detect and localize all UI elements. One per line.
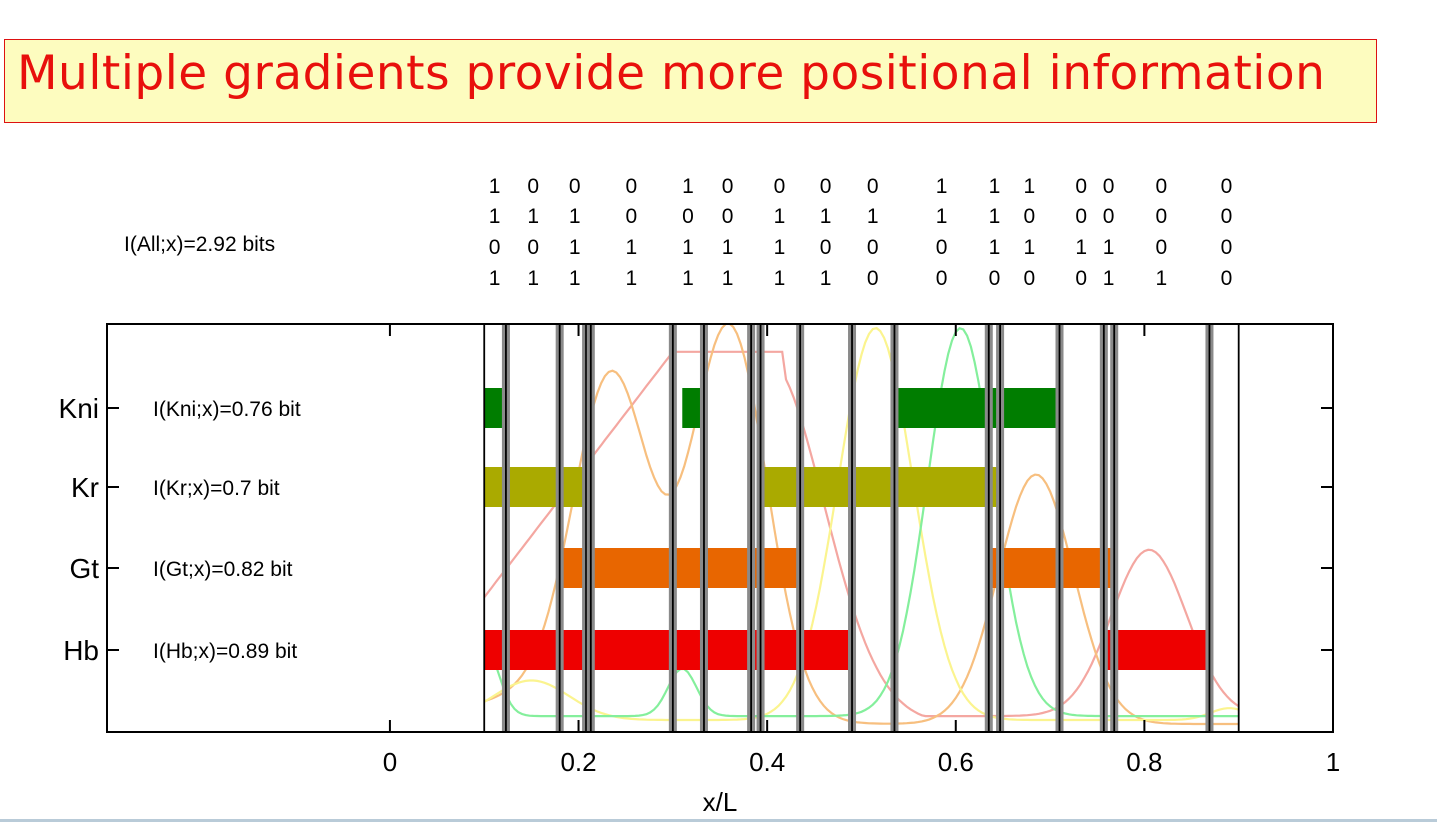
code-bit: 0	[1075, 267, 1087, 290]
x-tick-label: 0.4	[749, 747, 785, 777]
code-bit: 1	[626, 267, 638, 290]
code-bit: 1	[569, 205, 581, 228]
slide-title: Multiple gradients provide more position…	[17, 46, 1326, 101]
code-bit: 0	[527, 175, 539, 198]
gene-label-gt: Gt	[69, 553, 99, 584]
bar-kni-2	[682, 388, 704, 428]
code-bit: 0	[527, 236, 539, 259]
code-bit: 0	[1023, 267, 1035, 290]
code-bit: 0	[489, 236, 501, 259]
code-bit: 1	[989, 205, 1001, 228]
code-bit: 1	[527, 267, 539, 290]
code-bit: 0	[682, 205, 694, 228]
code-bit: 0	[626, 175, 638, 198]
code-bit: 0	[1075, 175, 1087, 198]
code-bit: 0	[936, 236, 948, 259]
code-bit: 1	[936, 175, 948, 198]
code-bit: 1	[682, 175, 694, 198]
code-bit: 0	[820, 175, 832, 198]
x-tick-label: 0.8	[1126, 747, 1162, 777]
code-bit: 0	[867, 175, 879, 198]
code-bit: 0	[1156, 175, 1168, 198]
code-bit: 1	[989, 236, 1001, 259]
info-label-kni: I(Kni;x)=0.76 bit	[153, 398, 301, 421]
code-bit: 0	[1221, 175, 1233, 198]
code-bit: 0	[569, 175, 581, 198]
code-bit: 1	[682, 236, 694, 259]
code-bit: 1	[1103, 236, 1115, 259]
code-bit: 0	[1103, 205, 1115, 228]
code-bit: 0	[1221, 236, 1233, 259]
x-tick-label: 0.6	[938, 747, 974, 777]
code-bit: 1	[569, 267, 581, 290]
code-bit: 1	[774, 267, 786, 290]
code-bit: 1	[867, 205, 879, 228]
code-bit: 1	[820, 205, 832, 228]
code-bit: 1	[722, 267, 734, 290]
info-label-gt: I(Gt;x)=0.82 bit	[153, 558, 293, 581]
code-bit: 0	[1156, 205, 1168, 228]
code-bit: 0	[936, 267, 948, 290]
code-bit: 0	[626, 205, 638, 228]
info-label-hb: I(Hb;x)=0.89 bit	[153, 640, 297, 663]
code-bit: 1	[1103, 267, 1115, 290]
code-bit: 0	[820, 236, 832, 259]
total-info-label: I(All;x)=2.92 bits	[124, 233, 275, 256]
code-bit: 0	[722, 175, 734, 198]
bar-kni-1	[484, 388, 506, 428]
code-bit: 0	[1023, 205, 1035, 228]
code-bit: 1	[489, 267, 501, 290]
code-bit: 0	[1075, 205, 1087, 228]
code-bit: 1	[489, 175, 501, 198]
bar-kr-1	[484, 467, 591, 507]
code-bit: 1	[1023, 175, 1035, 198]
bar-hb-2	[1103, 630, 1210, 670]
code-bit: 1	[936, 205, 948, 228]
x-tick-label: 1	[1326, 747, 1340, 777]
code-bit: 0	[1221, 267, 1233, 290]
code-bit: 1	[820, 267, 832, 290]
code-bit: 1	[489, 205, 501, 228]
code-bit: 1	[569, 236, 581, 259]
code-bit: 1	[774, 236, 786, 259]
code-bit: 0	[722, 205, 734, 228]
code-bit: 0	[1221, 205, 1233, 228]
gene-label-hb: Hb	[63, 635, 99, 666]
gene-label-kni: Kni	[59, 393, 99, 424]
code-bit: 0	[1103, 175, 1115, 198]
code-bit: 1	[1023, 236, 1035, 259]
bar-kni-3	[894, 388, 1060, 428]
code-bit: 0	[867, 267, 879, 290]
code-bit: 1	[989, 175, 1001, 198]
slide-footer-divider	[0, 819, 1437, 822]
code-bit: 1	[774, 205, 786, 228]
x-tick-label: 0.2	[560, 747, 596, 777]
bar-gt-2	[988, 548, 1115, 588]
gene-label-kr: Kr	[71, 472, 99, 503]
info-label-kr: I(Kr;x)=0.7 bit	[153, 477, 280, 500]
code-bit: 1	[1075, 236, 1087, 259]
code-bit: 0	[1156, 236, 1168, 259]
code-bit: 1	[722, 236, 734, 259]
x-tick-label: 0	[383, 747, 397, 777]
code-bit: 0	[774, 175, 786, 198]
plot-frame	[106, 323, 1334, 733]
code-bit: 0	[989, 267, 1001, 290]
bar-hb-1	[484, 630, 853, 670]
code-bit: 1	[1156, 267, 1168, 290]
x-axis-label: x/L	[703, 787, 738, 817]
code-bit: 1	[626, 236, 638, 259]
code-bit: 1	[527, 205, 539, 228]
code-bit: 0	[867, 236, 879, 259]
slide-title-box: Multiple gradients provide more position…	[4, 39, 1377, 123]
code-bit: 1	[682, 267, 694, 290]
